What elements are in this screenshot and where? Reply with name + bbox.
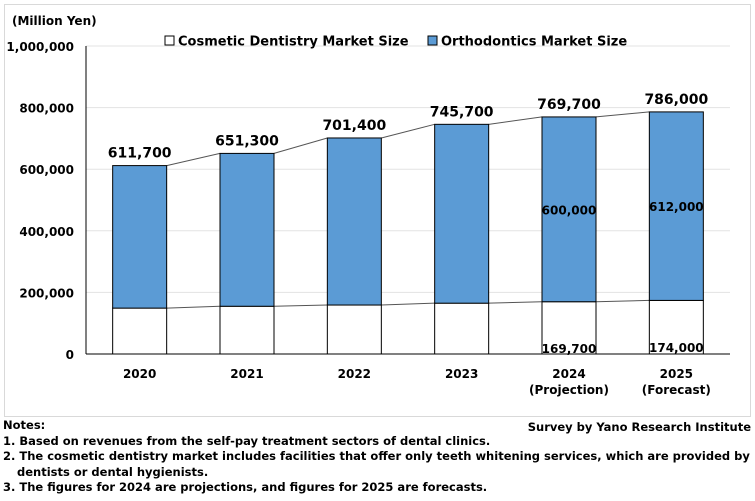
orthodontics-value-label: 600,000 xyxy=(542,203,597,217)
x-tick-label: 2023 xyxy=(445,367,478,381)
y-tick-label: 0 xyxy=(66,348,74,362)
y-tick-label: 600,000 xyxy=(19,163,74,177)
cosmetic-connector-line xyxy=(273,304,328,307)
cosmetic-connector-line xyxy=(595,299,650,303)
orthodontics-value-label: 612,000 xyxy=(649,200,704,214)
legend-swatch-cosmetic xyxy=(164,35,175,46)
total-label: 651,300 xyxy=(215,133,279,149)
cosmetic-bar xyxy=(326,304,382,355)
total-connector-line xyxy=(273,137,328,154)
y-tick-label: 200,000 xyxy=(19,286,74,300)
total-connector-line xyxy=(166,152,221,167)
note-3: 3. The figures for 2024 are projections,… xyxy=(3,480,488,494)
total-label: 701,400 xyxy=(322,118,386,134)
legend-label: Cosmetic Dentistry Market Size xyxy=(178,35,409,50)
orthodontics-bar xyxy=(112,165,168,309)
cosmetic-connector-line xyxy=(488,301,543,304)
cosmetic-value-label: 169,700 xyxy=(542,342,597,356)
y-axis-unit: (Million Yen) xyxy=(12,14,97,28)
x-tick-label: 2021 xyxy=(230,367,263,381)
cosmetic-connector-line xyxy=(166,305,221,309)
total-connector-line xyxy=(381,123,435,139)
total-connector-line xyxy=(488,116,543,125)
orthodontics-bar xyxy=(541,116,597,303)
x-tick-sublabel: (Forecast) xyxy=(642,383,711,397)
x-tick-sublabel: (Projection) xyxy=(529,383,609,397)
orthodontics-bar xyxy=(648,111,704,301)
x-tick-label: 2024 xyxy=(552,367,585,381)
total-label: 786,000 xyxy=(644,92,708,108)
legend-swatch-orthodontics xyxy=(427,35,438,46)
chart-frame xyxy=(4,4,751,417)
orthodontics-bar xyxy=(434,123,490,304)
x-tick-label: 2022 xyxy=(338,367,371,381)
note-2: 2. The cosmetic dentistry market include… xyxy=(3,449,750,463)
cosmetic-value-label: 174,000 xyxy=(649,341,704,355)
orthodontics-bar xyxy=(219,152,275,307)
notes: Notes: 1. Based on revenues from the sel… xyxy=(3,418,750,496)
total-label: 769,700 xyxy=(537,97,601,113)
cosmetic-bar xyxy=(219,305,275,355)
x-tick-label: 2020 xyxy=(123,367,156,381)
y-tick-label: 800,000 xyxy=(19,102,74,116)
note-1: 1. Based on revenues from the self-pay t… xyxy=(3,433,491,448)
cosmetic-connector-line xyxy=(381,302,435,306)
note-2-cont: dentists or dental hygienists. xyxy=(17,464,209,479)
y-tick-label: 400,000 xyxy=(19,225,74,239)
source-text: Survey by Yano Research Institute xyxy=(527,420,751,434)
x-tick-label: 2025 xyxy=(660,367,693,381)
total-label: 611,700 xyxy=(108,146,172,162)
y-tick-label: 1,000,000 xyxy=(6,40,74,54)
cosmetic-bar xyxy=(434,302,490,355)
total-connector-line xyxy=(595,111,650,118)
orthodontics-bar xyxy=(326,137,382,306)
stacked-bar-chart: 0 200,000 400,000 600,000 800,000 1,000,000 (M… xyxy=(6,14,730,397)
cosmetic-bar xyxy=(112,307,168,355)
total-label: 745,700 xyxy=(430,104,494,120)
legend-label: Orthodontics Market Size xyxy=(441,35,627,50)
notes-title: Notes: xyxy=(3,418,46,432)
